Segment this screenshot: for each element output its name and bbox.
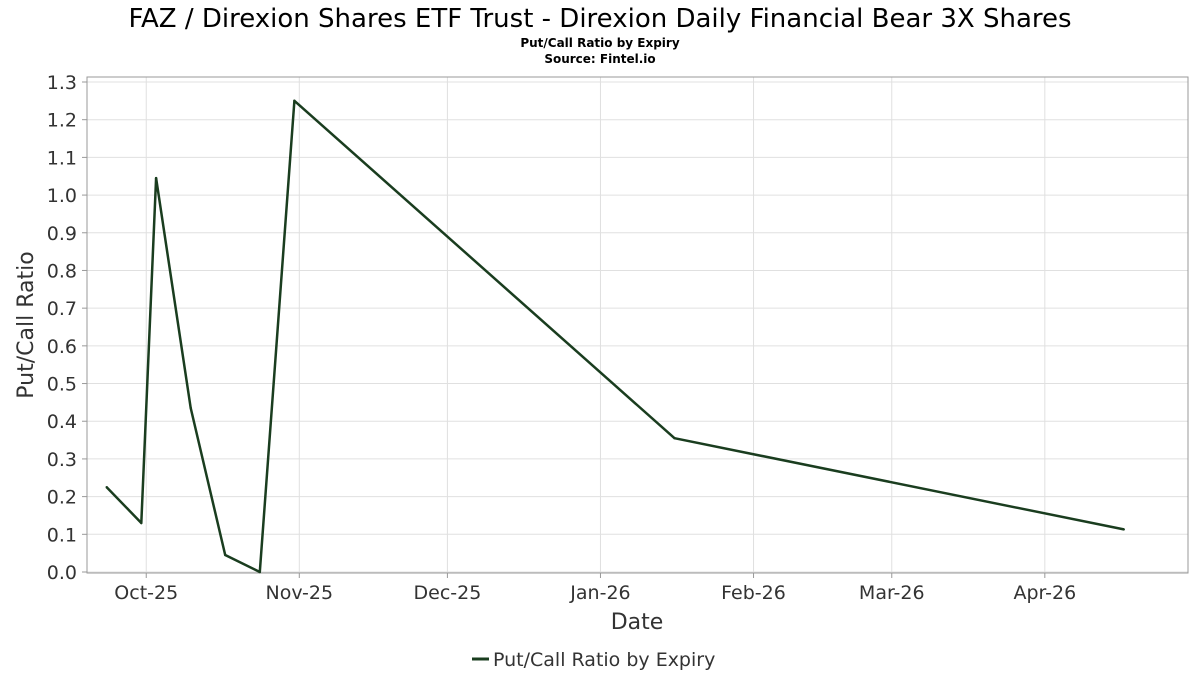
- y-gridlines: [87, 81, 1188, 573]
- data-point: [224, 553, 227, 557]
- x-tick-label: Nov-25: [265, 582, 333, 604]
- y-axis-ticks: 0.0 0.1 0.2 0.3 0.4 0.5 0.6 0.7 0.8 0.9 1.0 1.1 1.2 1…: [47, 72, 87, 584]
- y-tick-label: 1.0: [47, 185, 77, 207]
- y-tick-label: 0.0: [47, 562, 77, 584]
- x-tick-label: Apr-26: [1013, 582, 1076, 604]
- series-line: [105, 99, 1125, 574]
- series-layer: [105, 99, 1126, 574]
- y-tick-label: 1.2: [47, 110, 77, 132]
- y-tick-label: 0.3: [47, 449, 77, 471]
- legend-label: Put/Call Ratio by Expiry: [493, 649, 715, 671]
- chart-subtitle: Put/Call Ratio by Expiry: [520, 36, 680, 50]
- data-point: [258, 570, 261, 574]
- data-point: [140, 521, 143, 525]
- chart-source: Source: Fintel.io: [544, 52, 655, 66]
- y-axis-title: Put/Call Ratio: [14, 251, 39, 398]
- x-axis-ticks: Oct-25 Nov-25 Dec-25 Jan-26 Feb-26 Mar-26 Apr-…: [114, 573, 1076, 604]
- chart-title: FAZ / Direxion Shares ETF Trust - Direxi…: [128, 4, 1071, 34]
- y-tick-label: 0.4: [47, 411, 77, 433]
- x-tick-label: Dec-25: [414, 582, 482, 604]
- y-tick-label: 0.9: [47, 223, 77, 245]
- x-tick-label: Mar-26: [859, 582, 925, 604]
- y-tick-label: 0.7: [47, 298, 77, 320]
- x-tick-label: Jan-26: [569, 582, 630, 604]
- x-gridlines: [145, 77, 1046, 573]
- y-tick-label: 0.1: [47, 524, 77, 546]
- x-tick-label: Oct-25: [114, 582, 178, 604]
- data-point: [293, 99, 296, 103]
- y-tick-label: 0.5: [47, 374, 77, 396]
- y-tick-label: 0.2: [47, 487, 77, 509]
- data-point: [1122, 528, 1126, 531]
- y-tick-label: 1.3: [47, 72, 77, 94]
- y-tick-label: 1.1: [47, 147, 77, 169]
- data-point: [189, 406, 192, 410]
- y-tick-label: 0.6: [47, 336, 77, 358]
- data-point: [154, 176, 158, 180]
- legend: Put/Call Ratio by Expiry: [472, 649, 715, 671]
- plot-frame: [86, 76, 1189, 574]
- x-axis-title: Date: [611, 610, 664, 635]
- y-tick-label: 0.8: [47, 260, 77, 282]
- data-point: [105, 486, 108, 489]
- x-tick-label: Feb-26: [721, 582, 786, 604]
- data-point: [673, 437, 676, 440]
